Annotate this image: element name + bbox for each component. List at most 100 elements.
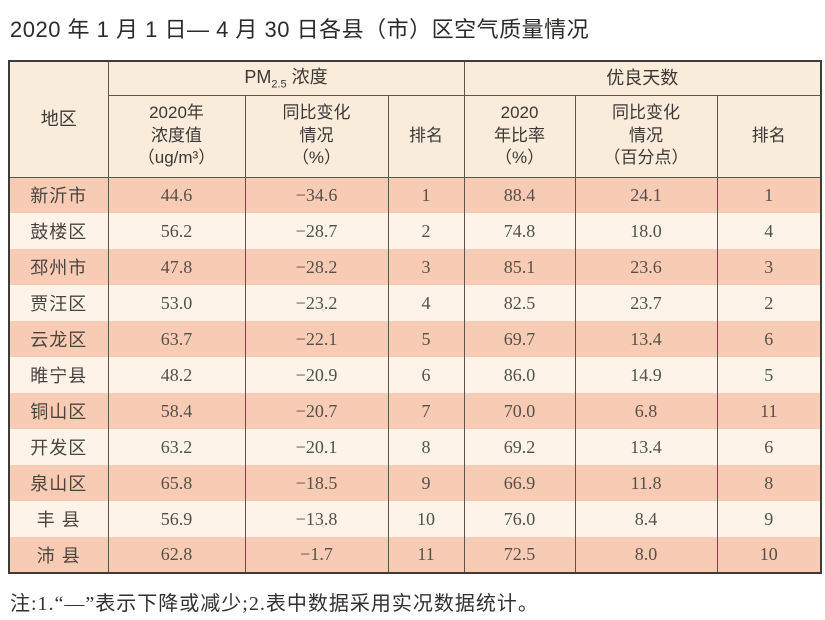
pm-change-cell: −20.9 (244, 357, 389, 393)
good-change-cell: 23.7 (574, 285, 718, 321)
pm-change-cell: −18.5 (244, 465, 389, 501)
header-sub-row: 2020年 浓度值 （ug/m³） 同比变化 情况 （%） 排名 2020 年比… (9, 94, 822, 178)
pm-change-cell: −34.6 (244, 177, 389, 213)
region-cell: 新沂市 (8, 177, 109, 213)
good-ratio-cell: 69.7 (463, 321, 576, 357)
pm-rank-cell: 6 (387, 357, 465, 393)
region-cell: 沛 县 (8, 537, 109, 573)
header-good-ratio: 2020 年比率 （%） (463, 94, 576, 178)
good-rank-cell: 5 (716, 357, 822, 393)
pm-change-cell: −28.2 (244, 249, 389, 285)
good-rank-cell: 11 (716, 393, 822, 429)
pm-value-cell: 47.8 (107, 249, 246, 285)
pm-value-cell: 63.2 (107, 429, 246, 465)
pm-value-cell: 48.2 (107, 357, 246, 393)
pm-suffix: 浓度 (291, 66, 328, 87)
region-cell: 邳州市 (8, 249, 109, 285)
air-quality-table: 地区 PM2.5 浓度 优良天数 2020年 浓度值 （ug/m³） 同比变化 … (8, 60, 823, 574)
good-ratio-cell: 74.8 (463, 213, 576, 249)
good-rank-cell: 6 (716, 321, 822, 357)
good-change-cell: 18.0 (574, 213, 718, 249)
good-change-cell: 13.4 (574, 321, 718, 357)
good-rank-cell: 6 (716, 429, 822, 465)
table-header: 地区 PM2.5 浓度 优良天数 2020年 浓度值 （ug/m³） 同比变化 … (8, 60, 822, 178)
region-cell: 丰 县 (8, 501, 109, 537)
good-rank-cell: 4 (716, 213, 822, 249)
good-rank-cell: 10 (716, 537, 822, 573)
table-row: 沛 县 62.8 −1.7 11 72.5 8.0 10 (8, 537, 822, 573)
pm-change-cell: −22.1 (244, 321, 389, 357)
good-ratio-cell: 69.2 (463, 429, 576, 465)
pm-change-cell: −23.2 (244, 285, 389, 321)
good-ratio-cell: 85.1 (463, 249, 576, 285)
good-ratio-cell: 82.5 (463, 285, 576, 321)
region-cell: 睢宁县 (8, 357, 109, 393)
page-title: 2020 年 1 月 1 日— 4 月 30 日各县（市）区空气质量情况 (10, 17, 590, 42)
header-group-row: 地区 PM2.5 浓度 优良天数 (8, 60, 822, 178)
table-row: 云龙区 63.7 −22.1 5 69.7 13.4 6 (8, 321, 822, 357)
footnote: 注:1.“—”表示下降或减少;2.表中数据采用实况数据统计。 (10, 593, 539, 615)
pm-value-cell: 63.7 (107, 321, 246, 357)
header-pm-value: 2020年 浓度值 （ug/m³） (107, 94, 246, 178)
pm-label: PM (244, 66, 272, 87)
pm-rank-cell: 5 (387, 321, 465, 357)
pm-rank-cell: 1 (387, 177, 465, 213)
header-good-rank: 排名 (716, 94, 822, 178)
region-cell: 泉山区 (8, 465, 109, 501)
pm-rank-cell: 10 (387, 501, 465, 537)
header-pm-change: 同比变化 情况 （%） (244, 94, 389, 178)
region-cell: 鼓楼区 (8, 213, 109, 249)
pm-rank-cell: 7 (387, 393, 465, 429)
table-row: 新沂市 44.6 −34.6 1 88.4 24.1 1 (8, 177, 822, 213)
pm-change-cell: −28.7 (244, 213, 389, 249)
table-row: 泉山区 65.8 −18.5 9 66.9 11.8 8 (8, 465, 822, 501)
region-cell: 云龙区 (8, 321, 109, 357)
table-row: 睢宁县 48.2 −20.9 6 86.0 14.9 5 (8, 357, 822, 393)
pm-value-cell: 56.9 (107, 501, 246, 537)
pm-change-cell: −13.8 (244, 501, 389, 537)
pm-change-cell: −20.1 (244, 429, 389, 465)
table-row: 开发区 63.2 −20.1 8 69.2 13.4 6 (8, 429, 822, 465)
pm-rank-cell: 2 (387, 213, 465, 249)
table-row: 鼓楼区 56.2 −28.7 2 74.8 18.0 4 (8, 213, 822, 249)
good-rank-cell: 3 (716, 249, 822, 285)
pm-rank-cell: 11 (387, 537, 465, 573)
pm-value-cell: 56.2 (107, 213, 246, 249)
pm-value-cell: 58.4 (107, 393, 246, 429)
pm-value-cell: 65.8 (107, 465, 246, 501)
good-ratio-cell: 70.0 (463, 393, 576, 429)
good-rank-cell: 9 (716, 501, 822, 537)
good-rank-cell: 1 (716, 177, 822, 213)
region-cell: 铜山区 (8, 393, 109, 429)
pm-rank-cell: 9 (387, 465, 465, 501)
table-row: 贾汪区 53.0 −23.2 4 82.5 23.7 2 (8, 285, 822, 321)
good-change-cell: 14.9 (574, 357, 718, 393)
good-change-cell: 8.4 (574, 501, 718, 537)
good-ratio-cell: 86.0 (463, 357, 576, 393)
pm-subscript: 2.5 (271, 78, 287, 91)
header-region: 地区 (8, 60, 109, 178)
good-ratio-cell: 72.5 (463, 537, 576, 573)
good-change-cell: 24.1 (574, 177, 718, 213)
good-change-cell: 6.8 (574, 393, 718, 429)
good-change-cell: 8.0 (574, 537, 718, 573)
good-rank-cell: 2 (716, 285, 822, 321)
header-group-pm25: PM2.5 浓度 (107, 60, 465, 96)
header-pm-rank: 排名 (387, 94, 465, 178)
good-rank-cell: 8 (716, 465, 822, 501)
header-good-change: 同比变化 情况 （百分点） (574, 94, 718, 178)
good-change-cell: 11.8 (574, 465, 718, 501)
region-cell: 开发区 (8, 429, 109, 465)
table-row: 铜山区 58.4 −20.7 7 70.0 6.8 11 (8, 393, 822, 429)
table-row: 丰 县 56.9 −13.8 10 76.0 8.4 9 (8, 501, 822, 537)
region-cell: 贾汪区 (8, 285, 109, 321)
header-group-good-days: 优良天数 (463, 60, 822, 96)
good-change-cell: 13.4 (574, 429, 718, 465)
good-ratio-cell: 76.0 (463, 501, 576, 537)
pm-rank-cell: 8 (387, 429, 465, 465)
pm-change-cell: −1.7 (244, 537, 389, 573)
good-ratio-cell: 88.4 (463, 177, 576, 213)
pm-change-cell: −20.7 (244, 393, 389, 429)
pm-rank-cell: 4 (387, 285, 465, 321)
